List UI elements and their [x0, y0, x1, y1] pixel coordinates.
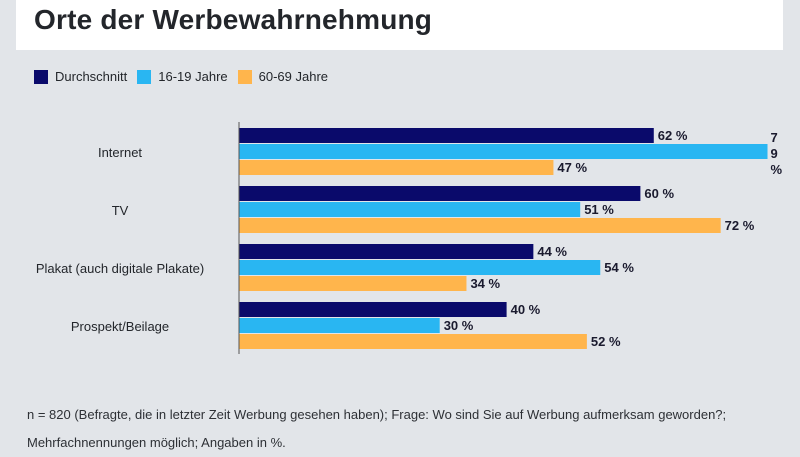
bar	[239, 318, 440, 333]
data-label: 7 9%	[771, 130, 783, 177]
bar	[239, 276, 467, 291]
bar	[239, 260, 601, 275]
bar	[239, 186, 641, 201]
bar	[239, 244, 534, 259]
data-label: 34 %	[470, 276, 500, 291]
data-label: 40 %	[511, 302, 541, 317]
legend-item-60-69: 60-69 Jahre	[237, 69, 329, 84]
data-label: 60 %	[644, 186, 674, 201]
data-label: 72 %	[725, 218, 755, 233]
data-label: 52 %	[591, 334, 621, 349]
data-label: 47 %	[557, 160, 587, 175]
category-label: Prospekt/Beilage	[71, 319, 169, 334]
data-label: 54 %	[604, 260, 634, 275]
legend-swatch	[34, 69, 48, 84]
bar	[239, 302, 507, 317]
data-label: 44 %	[537, 244, 567, 259]
category-label: TV	[112, 203, 129, 218]
legend-label: Durchschnitt	[55, 69, 128, 84]
category-label: Internet	[98, 145, 142, 160]
data-label: 30 %	[444, 318, 474, 333]
legend: Durchschnitt 16-19 Jahre 60-69 Jahre	[34, 69, 338, 84]
chart-title: Orte der Werbewahrnehmung	[34, 4, 433, 35]
legend-item-16-19: 16-19 Jahre	[137, 69, 228, 84]
legend-swatch	[137, 69, 152, 84]
bar	[239, 334, 587, 349]
footnote: n = 820 (Befragte, die in letzter Zeit W…	[27, 407, 727, 450]
bar	[239, 202, 581, 217]
legend-item-durchschnitt: Durchschnitt	[34, 69, 127, 84]
bar	[239, 144, 768, 159]
legend-swatch	[237, 69, 252, 84]
bar	[239, 160, 554, 175]
data-label: 62 %	[658, 128, 688, 143]
legend-label: 60-69 Jahre	[258, 69, 329, 84]
bar	[239, 218, 721, 233]
bar	[239, 128, 654, 143]
category-label: Plakat (auch digitale Plakate)	[36, 261, 204, 276]
legend-label: 16-19 Jahre	[158, 69, 228, 84]
title-panel: Orte der Werbewahrnehmung	[16, 0, 783, 50]
data-label: 51 %	[584, 202, 614, 217]
